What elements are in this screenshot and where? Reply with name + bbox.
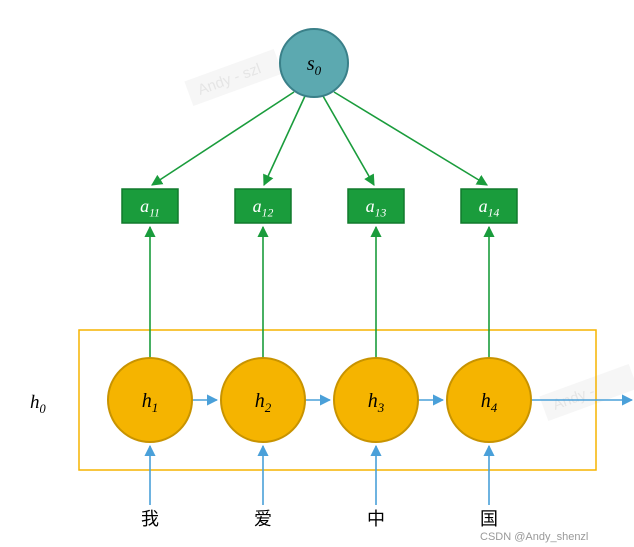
s-to-a-arrow-1 xyxy=(152,92,294,185)
input-token-2: 爱 xyxy=(254,509,272,529)
input-token-4: 国 xyxy=(480,509,498,529)
credit-text: CSDN @Andy_shenzl xyxy=(480,531,588,543)
s-to-a-arrow-2 xyxy=(264,96,305,185)
input-token-3: 中 xyxy=(367,509,385,529)
input-token-1: 我 xyxy=(141,509,159,529)
s-to-a-arrow-3 xyxy=(323,96,374,185)
h0-label: h0 xyxy=(30,392,47,416)
s-to-a-arrow-4 xyxy=(334,92,487,185)
